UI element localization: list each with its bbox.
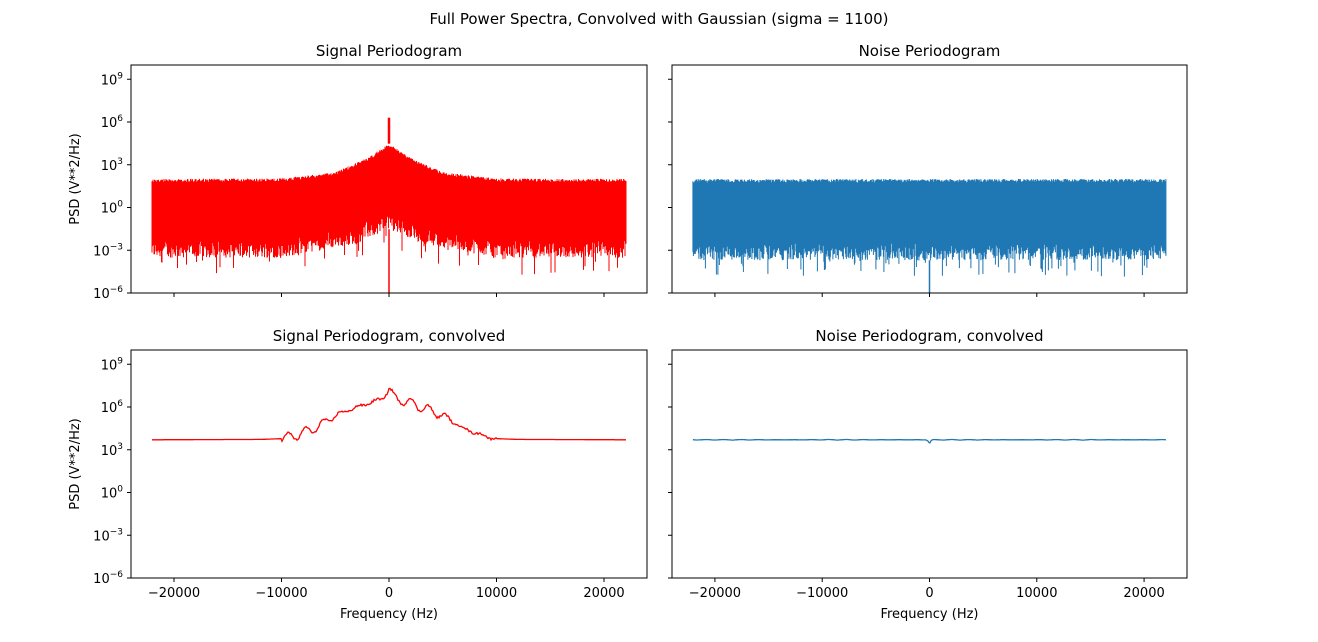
x-tick-label: −20000 bbox=[148, 586, 200, 601]
y-tick-label: 10−3 bbox=[93, 527, 123, 544]
y-tick-label: 100 bbox=[101, 200, 124, 217]
y-tick-label: 103 bbox=[101, 157, 123, 174]
y-axis-label: PSD (V**2/Hz) bbox=[68, 418, 83, 510]
x-tick-label: −20000 bbox=[689, 586, 741, 601]
subplot-noise-periodogram-convolved: Noise Periodogram, convolved −20000 −10000… bbox=[668, 327, 1188, 622]
plot-area bbox=[692, 438, 1166, 444]
y-tick-label: 106 bbox=[101, 114, 124, 131]
plot-area bbox=[152, 387, 626, 443]
figure-suptitle: Full Power Spectra, Convolved with Gauss… bbox=[429, 10, 889, 28]
series-band bbox=[692, 179, 1167, 277]
x-tick-label: 10000 bbox=[1016, 586, 1057, 601]
x-tick-label: 0 bbox=[385, 586, 393, 601]
series-line bbox=[152, 387, 626, 443]
y-tick-label: 10−3 bbox=[93, 242, 123, 259]
y-tick-label: 10−6 bbox=[93, 570, 123, 587]
x-tick-label: 20000 bbox=[1123, 586, 1164, 601]
subplot-signal-periodogram-convolved: Signal Periodogram, convolved −20000 −1000… bbox=[68, 327, 648, 622]
y-tick-label: 103 bbox=[101, 442, 123, 459]
subplot-title: Noise Periodogram bbox=[859, 42, 1001, 60]
y-tick-label: 109 bbox=[101, 71, 124, 88]
y-axis-label: PSD (V**2/Hz) bbox=[68, 133, 83, 225]
series-band bbox=[151, 145, 627, 275]
x-tick-label: 20000 bbox=[583, 586, 624, 601]
y-tick-label: 109 bbox=[101, 356, 124, 373]
plot-area bbox=[692, 179, 1167, 293]
subplot-noise-periodogram: Noise Periodogram bbox=[668, 42, 1188, 297]
x-tick-label: −10000 bbox=[255, 586, 307, 601]
subplot-title: Signal Periodogram, convolved bbox=[273, 327, 506, 345]
x-tick-label: 0 bbox=[925, 586, 933, 601]
plot-area bbox=[151, 117, 627, 293]
axes-frame bbox=[130, 349, 648, 579]
subplot-signal-periodogram: Signal Periodogram 10−6 10−3 100 103 106 109 PS… bbox=[68, 42, 648, 302]
y-tick-label: 106 bbox=[101, 399, 124, 416]
subplot-title: Noise Periodogram, convolved bbox=[815, 327, 1043, 345]
y-tick-label: 100 bbox=[101, 485, 124, 502]
y-tick-label: 10−6 bbox=[93, 285, 123, 302]
x-tick-label: −10000 bbox=[796, 586, 848, 601]
subplot-title: Signal Periodogram bbox=[316, 42, 462, 60]
x-axis-label: Frequency (Hz) bbox=[880, 607, 978, 622]
x-axis-label: Frequency (Hz) bbox=[340, 607, 438, 622]
series-line bbox=[692, 438, 1166, 444]
x-tick-label: 10000 bbox=[476, 586, 517, 601]
axes-frame bbox=[671, 349, 1188, 579]
